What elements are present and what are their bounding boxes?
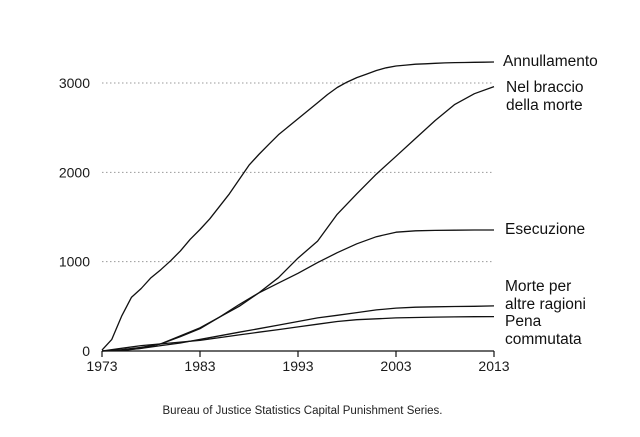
series-label: commutata: [505, 331, 582, 348]
series-label: Pena: [505, 313, 542, 330]
series-label: della morte: [506, 97, 583, 114]
x-tick-label: 2003: [380, 358, 411, 374]
series-line: [101, 229, 494, 352]
series-line: [101, 305, 495, 352]
series-label: Esecuzione: [505, 221, 585, 238]
y-tick-label: 2000: [59, 164, 90, 180]
y-tick-label: 1000: [59, 254, 90, 270]
series-label: Nel braccio: [506, 79, 584, 96]
series-label: altre ragioni: [505, 296, 586, 313]
x-axis-ticks: 1973 1983 1993 2003 2013: [86, 351, 510, 374]
series-line: [101, 61, 495, 351]
series-label: Annullamento: [503, 53, 598, 70]
series-line: [101, 315, 495, 352]
series-lines: [101, 61, 495, 352]
series-label: Morte per: [505, 278, 571, 295]
y-tick-label: 0: [82, 343, 90, 359]
x-tick-label: 1983: [184, 358, 215, 374]
y-tick-label: 3000: [59, 75, 90, 91]
y-axis-ticks: 0 1000 2000 3000: [59, 75, 90, 359]
source-note: Bureau of Justice Statistics Capital Pun…: [162, 405, 443, 417]
x-tick-label: 1973: [86, 358, 117, 374]
x-tick-label: 2013: [478, 358, 509, 374]
x-tick-label: 1993: [282, 358, 313, 374]
series-line: [101, 85, 495, 352]
grid-lines: [102, 82, 494, 263]
